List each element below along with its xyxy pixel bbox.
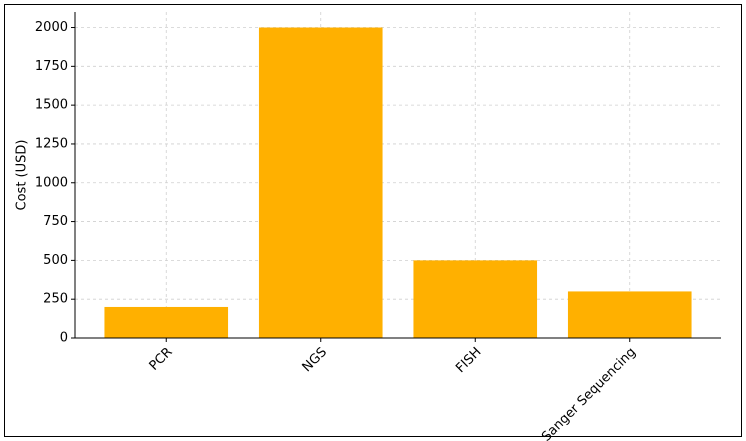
y-tick-label: 1000	[35, 175, 68, 190]
y-tick-label: 750	[43, 214, 68, 229]
y-tick-label: 250	[43, 292, 68, 307]
x-tick-label: PCR	[147, 345, 176, 374]
x-tick-label: FISH	[453, 345, 484, 376]
bar	[104, 306, 229, 338]
x-tick-label: NGS	[300, 345, 330, 375]
frame	[4, 4, 742, 437]
bar	[567, 291, 692, 338]
bar	[413, 260, 538, 338]
y-tick-label: 1250	[35, 136, 68, 151]
y-tick-label: 1750	[35, 59, 68, 74]
y-axis-label: Cost (USD)	[15, 140, 30, 211]
x-tick-label: Sanger Sequencing	[539, 345, 639, 441]
bar	[258, 27, 383, 339]
y-tick-label: 0	[60, 331, 68, 346]
y-tick-label: 1500	[35, 98, 68, 113]
y-tick-label: 2000	[35, 20, 68, 35]
y-tick-label: 500	[43, 253, 68, 268]
